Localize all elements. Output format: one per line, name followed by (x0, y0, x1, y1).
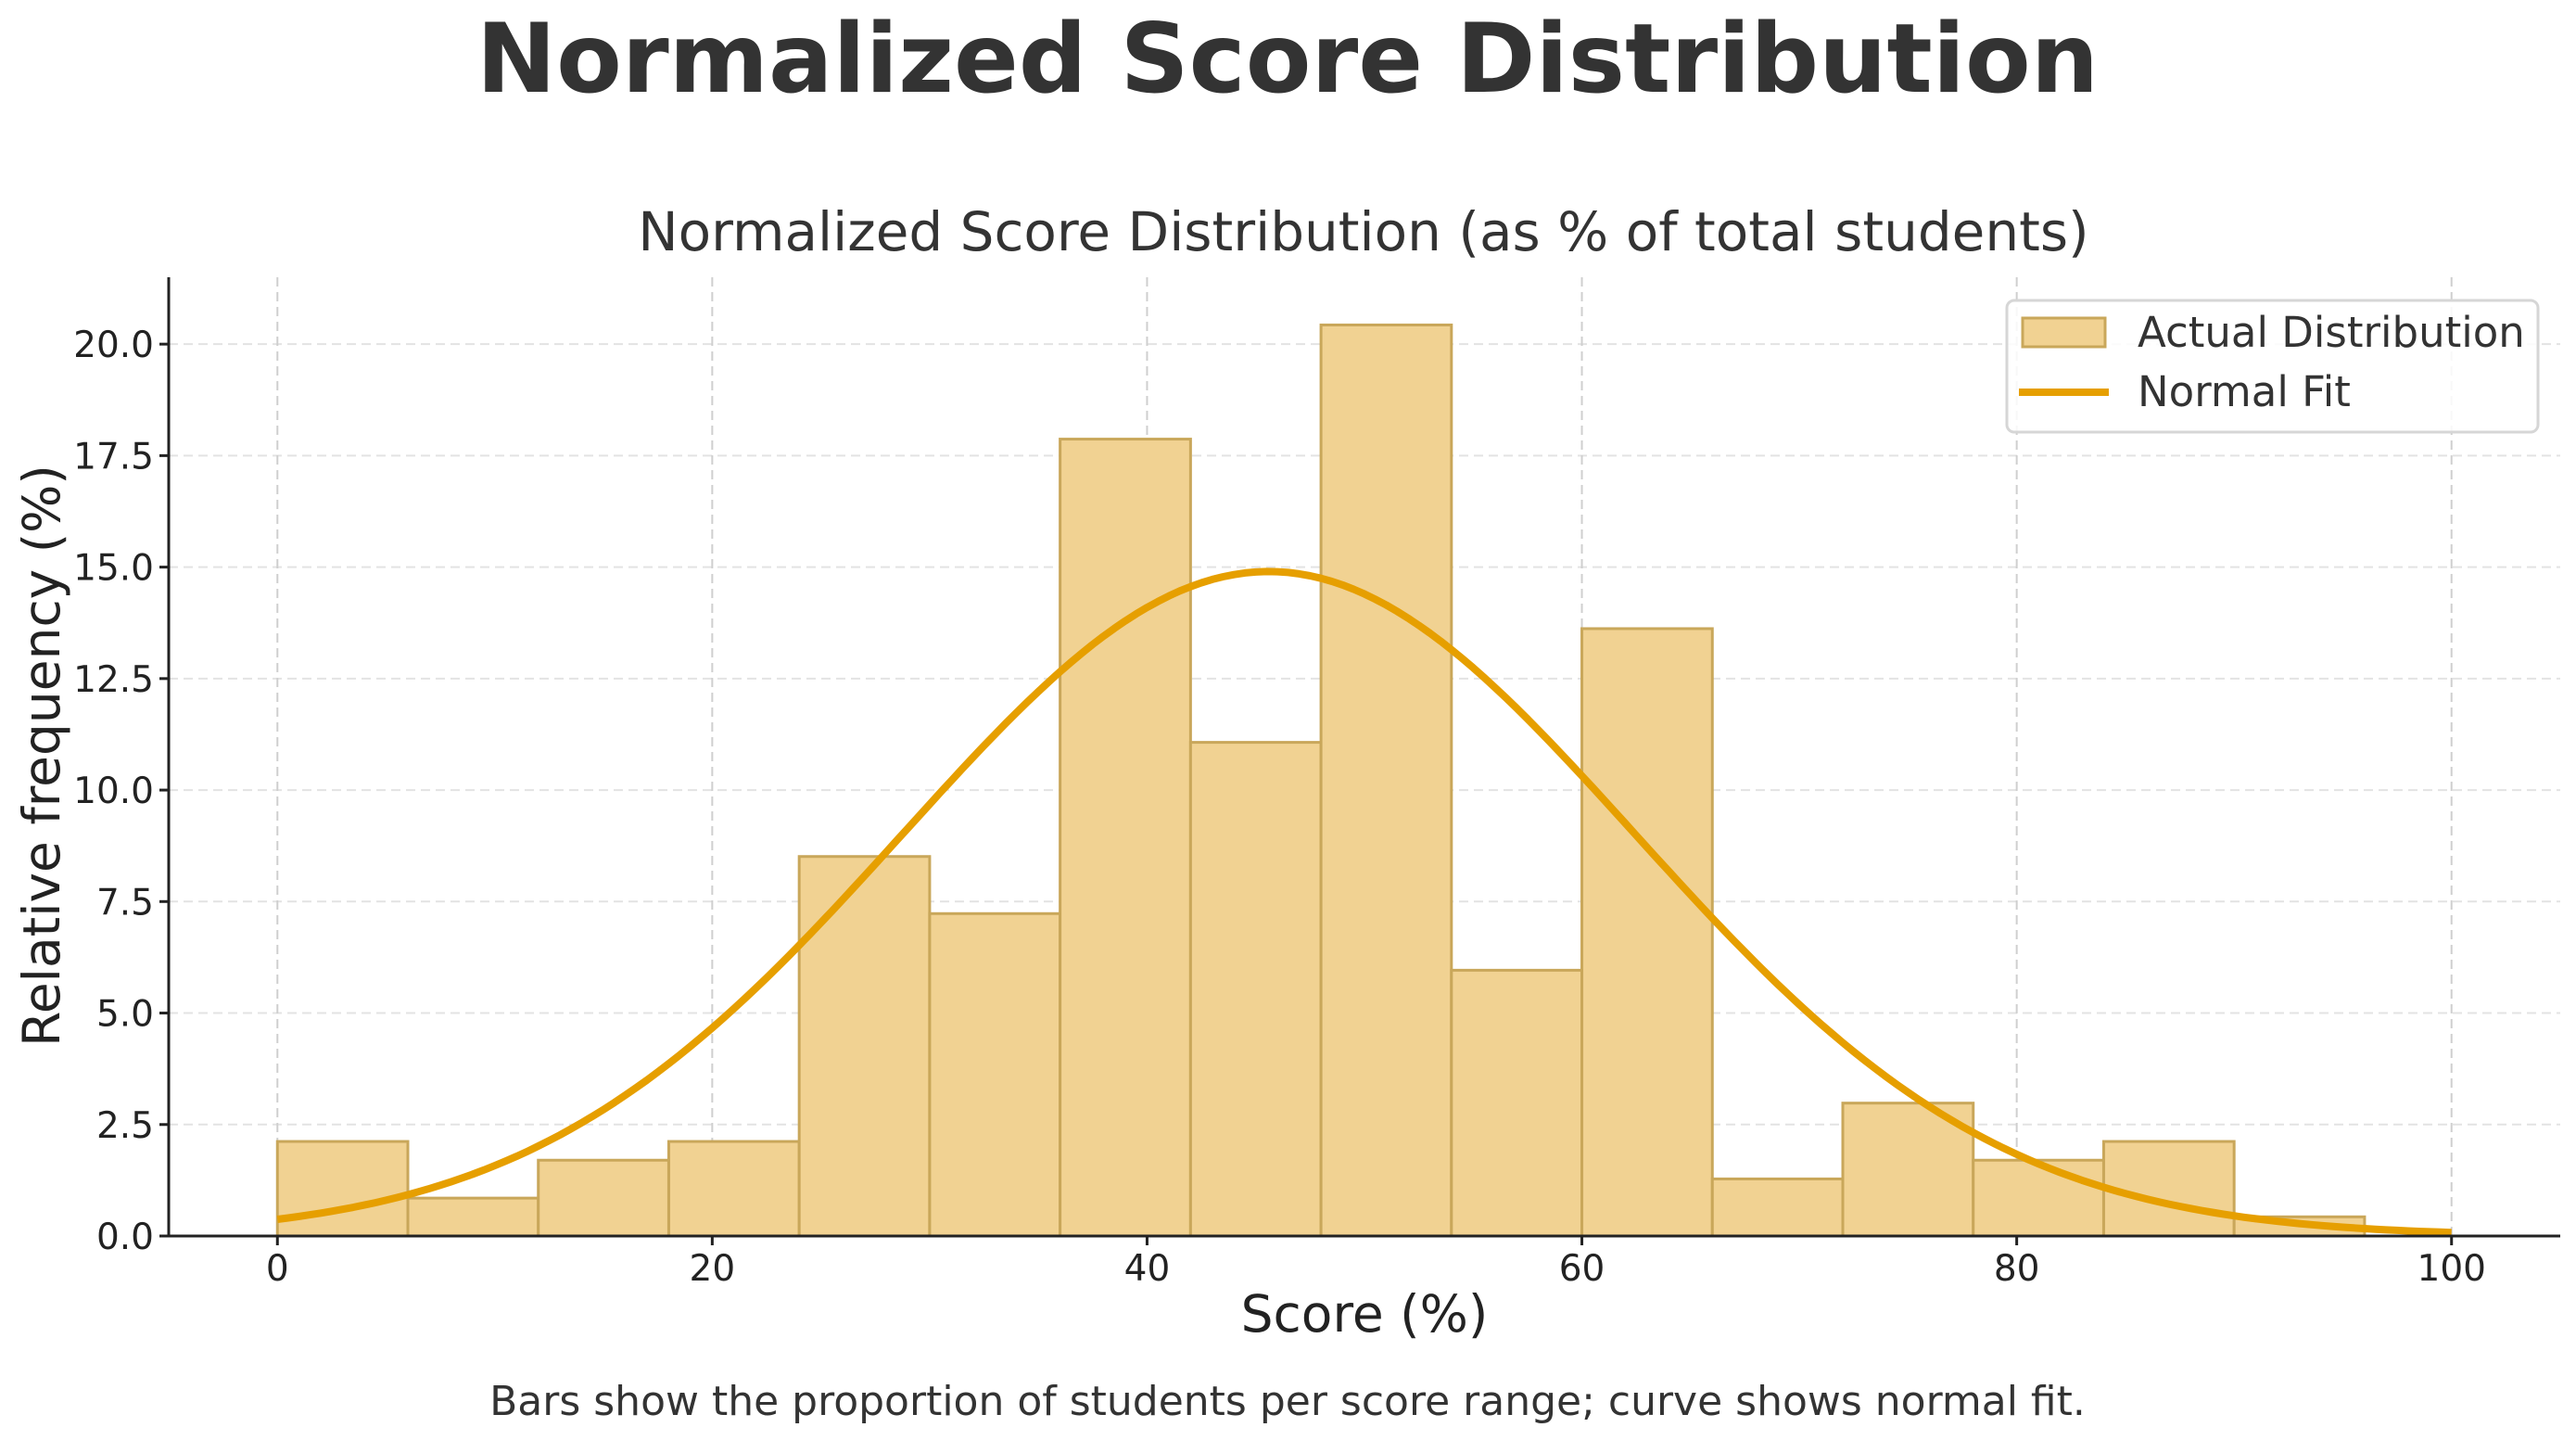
histogram-bar (1841, 1102, 1975, 1238)
legend-frame (2005, 299, 2540, 434)
histogram-bar (1059, 438, 1192, 1238)
y-tick-label: 15.0 (73, 548, 154, 590)
x-tick-label: 20 (690, 1248, 736, 1290)
y-tick-label: 17.5 (73, 436, 154, 478)
y-axis-label: Relative frequency (%) (12, 465, 71, 1047)
x-tick-label: 100 (2417, 1248, 2486, 1290)
y-axis-ticks: 0.0 2.5 5.0 7.5 10.0 12.5 15.0 17.5 20.0 (73, 325, 169, 1258)
legend-label-normal-fit: Normal Fit (2138, 367, 2351, 416)
histogram-bar (797, 855, 932, 1238)
y-tick-label: 7.5 (96, 882, 154, 924)
histogram-bar (2101, 1140, 2236, 1238)
y-tick-label: 2.5 (96, 1105, 154, 1147)
histogram-bars (275, 323, 2367, 1238)
y-tick-label: 20.0 (73, 325, 154, 366)
y-tick-label: 10.0 (73, 771, 154, 812)
x-axis-label: Score (%) (1241, 1284, 1489, 1344)
x-tick-label: 60 (1559, 1248, 1605, 1290)
histogram-bar (666, 1140, 801, 1238)
y-tick-label: 12.5 (73, 659, 154, 701)
histogram-bar (1319, 323, 1453, 1238)
normal-fit-curve (276, 567, 2452, 1237)
x-axis-ticks: 0 20 40 60 80 100 (266, 1236, 2486, 1290)
figure-caption: Bars show the proportion of students per… (489, 1378, 2086, 1425)
x-tick-label: 80 (1994, 1248, 2040, 1290)
histogram-bar (928, 911, 1062, 1238)
legend-label-actual: Actual Distribution (2138, 308, 2525, 357)
chart-title: Normalized Score Distribution (as % of t… (638, 200, 2088, 263)
histogram-bar (1710, 1177, 1845, 1238)
legend: Actual Distribution Normal Fit (2005, 299, 2540, 434)
histogram-bar (537, 1158, 670, 1238)
histogram-bar (1580, 627, 1714, 1238)
histogram-bar (1450, 968, 1584, 1238)
y-tick-label: 5.0 (96, 994, 154, 1036)
histogram-bar (406, 1196, 540, 1238)
x-tick-label: 0 (266, 1248, 289, 1290)
histogram-bar (1972, 1158, 2105, 1238)
y-tick-label: 0.0 (96, 1217, 154, 1258)
figure-title: Normalized Score Distribution (476, 4, 2099, 115)
histogram-bar (275, 1140, 410, 1238)
legend-bar-swatch-icon (2021, 316, 2107, 349)
x-tick-label: 40 (1124, 1248, 1171, 1290)
histogram-bar (1188, 741, 1323, 1238)
axes (167, 277, 2560, 1238)
